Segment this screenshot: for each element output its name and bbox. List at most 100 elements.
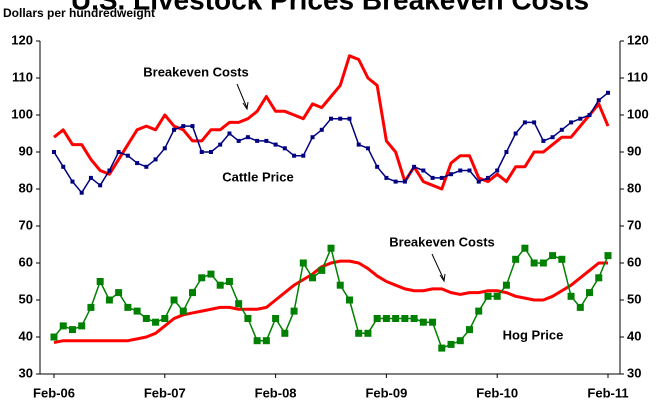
data-point — [96, 278, 104, 285]
data-point — [235, 300, 243, 308]
data-point — [207, 270, 215, 278]
chart-title: U.S. Livestock Prices Breakeven Costs — [71, 0, 589, 15]
data-point — [264, 138, 269, 143]
data-point — [124, 303, 132, 311]
data-point — [495, 168, 500, 173]
y-tick-label: 70 — [19, 217, 33, 232]
data-point — [365, 146, 370, 151]
data-point — [558, 255, 566, 263]
data-point — [512, 255, 520, 263]
chart-subtitle: Dollars per hundredweight — [3, 6, 155, 20]
data-point — [133, 307, 141, 315]
data-point — [225, 278, 233, 285]
data-point — [301, 153, 306, 158]
data-point — [208, 150, 213, 154]
data-point — [456, 337, 464, 345]
data-point — [466, 326, 473, 334]
y-tick-label: 40 — [19, 328, 33, 343]
series-label: Breakeven Costs — [143, 64, 249, 79]
data-point — [521, 244, 529, 252]
data-point — [309, 274, 317, 282]
y2-tick-label: 70 — [627, 217, 641, 232]
data-point — [161, 315, 169, 322]
data-point — [244, 315, 252, 322]
data-point — [504, 150, 509, 154]
data-point — [421, 168, 426, 173]
x-tick-label: Feb-11 — [587, 385, 628, 400]
data-point — [262, 337, 270, 345]
data-point — [253, 337, 261, 345]
data-point — [125, 153, 130, 158]
data-point — [59, 322, 67, 330]
data-point — [447, 340, 455, 348]
data-point — [410, 315, 418, 322]
data-point — [355, 329, 363, 337]
y2-tick-label: 100 — [627, 106, 649, 121]
y2-tick-label: 90 — [627, 143, 641, 158]
data-point — [596, 98, 601, 103]
data-point — [595, 274, 603, 282]
data-point — [87, 303, 95, 311]
series-line — [53, 54, 610, 191]
data-point — [356, 142, 361, 147]
y-tick-label: 120 — [11, 32, 33, 47]
data-point — [318, 266, 326, 274]
data-point — [273, 142, 278, 147]
data-point — [382, 315, 390, 322]
series-label: Cattle Price — [222, 169, 294, 184]
data-point — [539, 259, 547, 267]
data-point — [604, 252, 612, 260]
data-point — [449, 172, 454, 177]
data-point — [401, 315, 409, 322]
data-point — [310, 135, 315, 140]
data-point — [502, 281, 510, 289]
data-point — [336, 281, 344, 289]
data-point — [107, 168, 112, 173]
data-point — [319, 127, 324, 132]
data-point — [52, 150, 56, 154]
series-label: Breakeven Costs — [389, 234, 495, 249]
data-point — [485, 175, 490, 180]
y-tick-label: 80 — [19, 180, 33, 195]
data-point — [475, 307, 483, 315]
data-point — [587, 113, 592, 117]
data-point — [329, 116, 333, 121]
data-point — [513, 131, 518, 136]
series-label: Hog Price — [503, 327, 564, 342]
x-tick-label: Feb-08 — [255, 385, 297, 400]
data-point — [430, 175, 435, 180]
data-point — [255, 138, 260, 143]
x-tick-label: Feb-10 — [476, 385, 518, 400]
data-point — [144, 164, 149, 169]
y-tick-label: 60 — [19, 254, 33, 269]
data-point — [327, 244, 335, 252]
y2-tick-label: 80 — [627, 180, 641, 195]
data-point — [338, 116, 343, 121]
data-point — [549, 252, 557, 260]
data-point — [532, 120, 537, 125]
data-point — [606, 90, 610, 95]
y2-tick-label: 120 — [627, 32, 649, 47]
y-tick-label: 110 — [12, 69, 33, 84]
data-point — [68, 326, 76, 334]
data-point — [345, 296, 353, 304]
x-tick-label: Feb-06 — [33, 385, 75, 400]
data-point — [522, 120, 527, 125]
data-point — [135, 161, 140, 166]
data-point — [429, 318, 437, 326]
data-point — [181, 124, 186, 129]
data-point — [162, 146, 167, 151]
y-tick-label: 30 — [19, 365, 33, 380]
y-tick-label: 90 — [19, 143, 33, 158]
data-point — [142, 315, 150, 322]
data-point — [245, 135, 250, 140]
data-point — [236, 138, 241, 143]
data-point — [569, 120, 574, 125]
data-point — [70, 179, 75, 184]
data-point — [282, 146, 287, 151]
data-point — [402, 179, 407, 184]
data-point — [88, 175, 93, 180]
data-point — [153, 157, 158, 162]
annotation-arrow — [236, 83, 248, 109]
